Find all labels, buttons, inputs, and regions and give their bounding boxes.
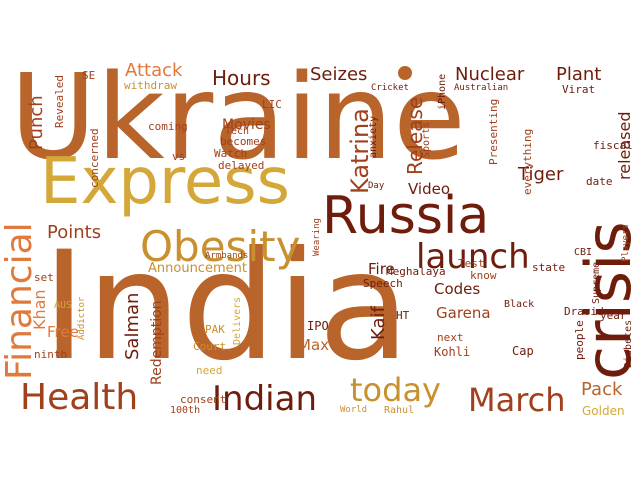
word-kohli: Kohli — [434, 345, 471, 359]
word-consent: consent — [180, 393, 227, 406]
word-date: date — [586, 175, 613, 188]
word-golden: Golden — [582, 404, 625, 418]
word-movies: Movies — [222, 117, 271, 133]
word-presenting: Presenting — [487, 98, 500, 165]
word-black: Black — [504, 299, 535, 310]
word-cap: Cap — [512, 344, 534, 358]
word-anxiety: anxiety — [368, 115, 379, 158]
word-points: Points — [47, 222, 102, 243]
word-cbi: CBI — [574, 247, 593, 258]
word-tech: Tech — [225, 126, 250, 137]
word-meghalaya: Meghalaya — [386, 265, 446, 278]
word-watch: Watch — [214, 147, 248, 160]
word-iphone: iPhone — [437, 73, 448, 110]
word-addictor: Addictor — [77, 296, 87, 340]
word-virat: Virat — [562, 83, 596, 96]
word-khan: Khan — [30, 289, 49, 330]
word-health: Health — [20, 377, 139, 418]
word-launch: launch — [416, 237, 530, 277]
word-australian: Australian — [454, 83, 509, 93]
word-court: Court — [193, 340, 227, 353]
word-sports: Sports — [421, 121, 432, 158]
word-free: Free — [47, 323, 79, 341]
word-redemption: Redemption — [149, 300, 165, 385]
word-max: Max — [298, 336, 330, 354]
word-concerned: concerned — [88, 128, 101, 188]
word-100th: 100th — [170, 405, 201, 416]
word-rahul: Rahul — [384, 405, 415, 416]
word-cricket: Cricket — [371, 83, 409, 93]
word-armbands: Armbands — [205, 251, 249, 261]
word-today: today — [350, 371, 441, 409]
word-speech: Speech — [363, 277, 403, 290]
word-ukraine: Ukraine — [10, 48, 466, 186]
word-next: next — [437, 331, 464, 344]
word-russia: Russia — [322, 186, 490, 246]
word-set: set — [34, 271, 54, 284]
word-seizes: Seizes — [310, 64, 368, 85]
word-ipo: IPO — [307, 319, 329, 333]
word-becomes: becomes — [220, 135, 267, 148]
word-garena: Garena — [436, 304, 491, 322]
word-indian: Indian — [212, 379, 317, 419]
word-se: SE — [82, 69, 96, 82]
word-revealed: Revealed — [53, 75, 66, 128]
word-salman: Salman — [122, 292, 143, 360]
word-state: state — [532, 261, 566, 274]
word-hours: Hours — [212, 66, 271, 90]
word-delivers: Delivers — [232, 296, 243, 345]
word-players: Players — [621, 224, 631, 262]
word-video: Video — [408, 180, 451, 198]
word-plant: Plant — [556, 64, 602, 85]
word-ht: HT — [396, 309, 410, 322]
word-march: March — [468, 381, 566, 419]
word-coming: coming — [148, 120, 188, 133]
word-dravid: Dravid — [564, 305, 604, 318]
word-diabetes: Diabetes — [623, 319, 634, 368]
word-lic: LIC — [262, 98, 282, 111]
word-world: World — [340, 405, 368, 415]
word-nuclear: Nuclear — [455, 64, 525, 85]
word-express: Express — [40, 145, 290, 219]
word-obesity: Obesity — [140, 222, 301, 271]
word-withdraw: withdraw — [124, 79, 177, 92]
word-codes: Codes — [434, 280, 481, 298]
word-delayed: delayed — [218, 159, 265, 172]
word-need: need — [196, 364, 223, 377]
word-tiger: Tiger — [518, 164, 564, 185]
word-people: people — [573, 320, 586, 360]
word-pack: Pack — [581, 379, 623, 400]
dot-marker — [398, 66, 412, 80]
word-fiscal: fiscal — [593, 139, 633, 152]
word-supreme: Supreme — [591, 261, 602, 304]
word-wearing: Wearing — [312, 218, 322, 256]
word-everything: everything — [521, 128, 534, 195]
word-india: India — [42, 220, 411, 394]
word-aus: AUS — [54, 300, 73, 311]
word-test: Test — [458, 257, 485, 270]
word-punch: Punch — [26, 95, 47, 150]
word-attack: Attack — [125, 60, 183, 81]
word-kaif: Kaif — [368, 306, 389, 340]
word-fire: Fire — [368, 260, 395, 278]
word-day: Day — [368, 181, 385, 191]
word-pak: PAK — [205, 323, 225, 336]
word-ninth: ninth — [34, 348, 68, 361]
word-vs: vs — [172, 150, 186, 163]
word-know: know — [470, 269, 497, 282]
word-year: year — [600, 309, 627, 322]
word-announcement: Announcement — [148, 261, 247, 276]
